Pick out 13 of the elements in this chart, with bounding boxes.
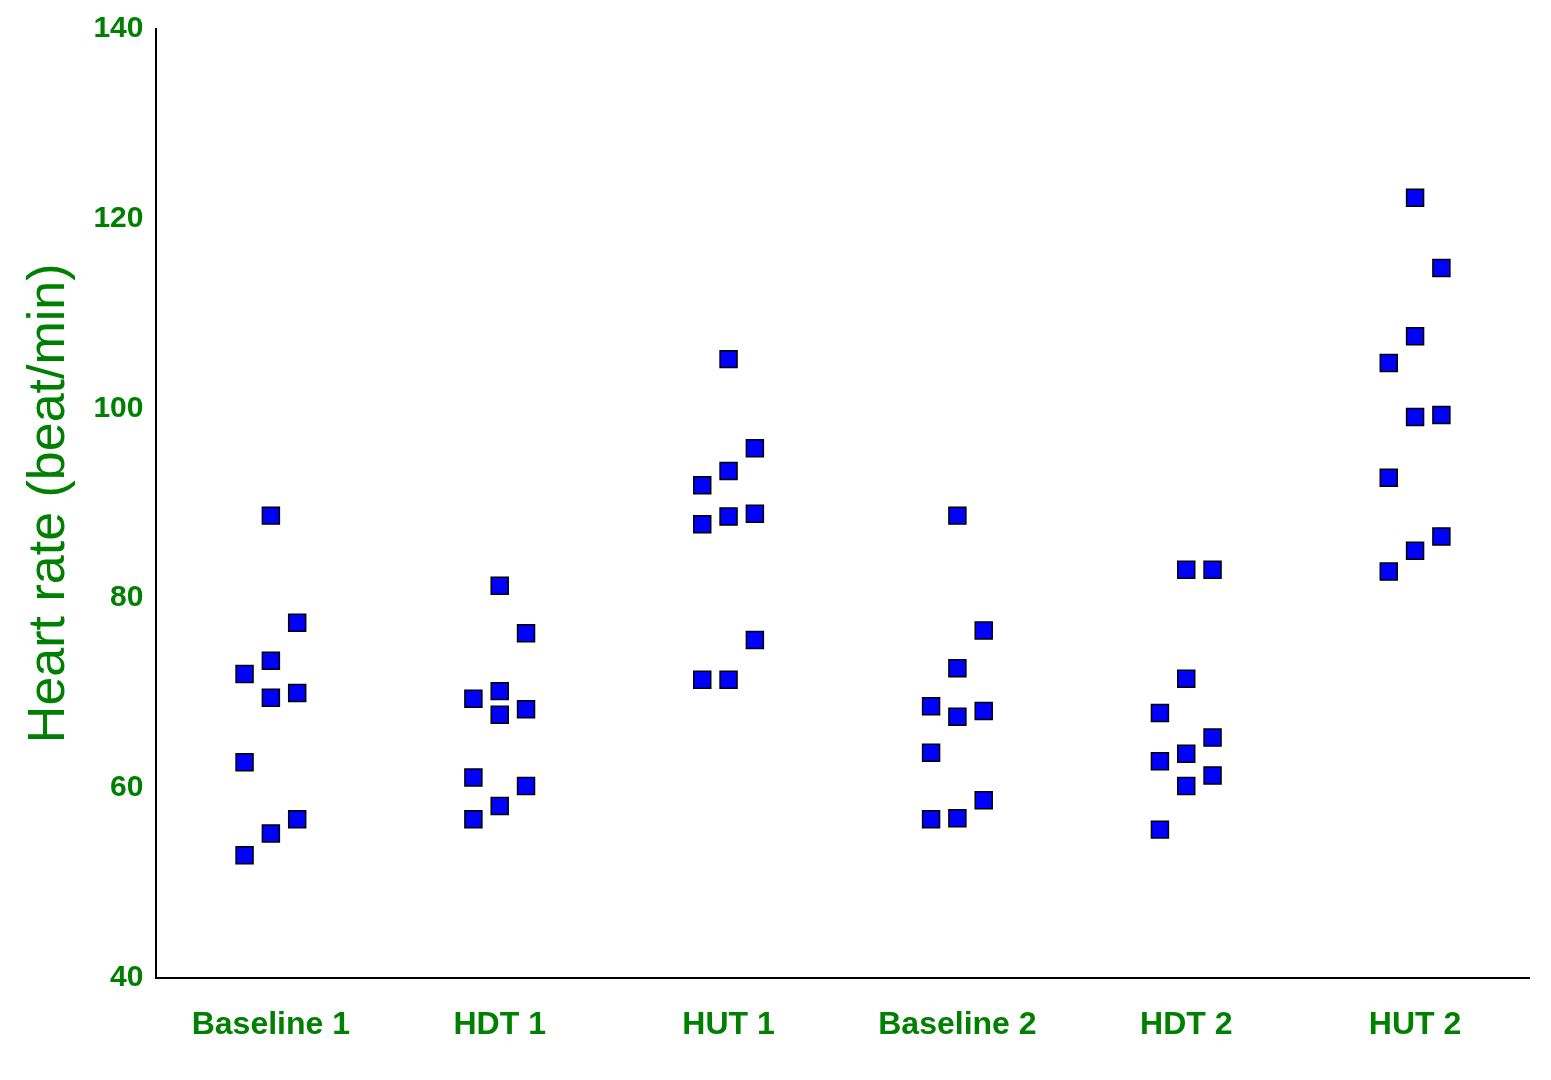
y-tick-label: 60 (110, 769, 144, 803)
x-tick-label: HUT 1 (682, 1004, 775, 1041)
y-tick-label: 40 (110, 958, 144, 992)
x-tick-label: Baseline 1 (191, 1004, 351, 1041)
y-tick-label: 100 (93, 389, 144, 423)
y-tick-label: 140 (93, 10, 144, 44)
y-tick-label: 80 (110, 579, 144, 613)
x-tick-label: HUT 2 (1368, 1004, 1462, 1041)
x-tick-label: Baseline 2 (878, 1004, 1037, 1041)
y-tick-label: 120 (93, 199, 144, 233)
x-tick-label: HDT 2 (1140, 1004, 1233, 1041)
y-axis-title: Heart rate (beat/min) (16, 263, 75, 744)
x-tick-label: HDT 1 (453, 1004, 546, 1041)
